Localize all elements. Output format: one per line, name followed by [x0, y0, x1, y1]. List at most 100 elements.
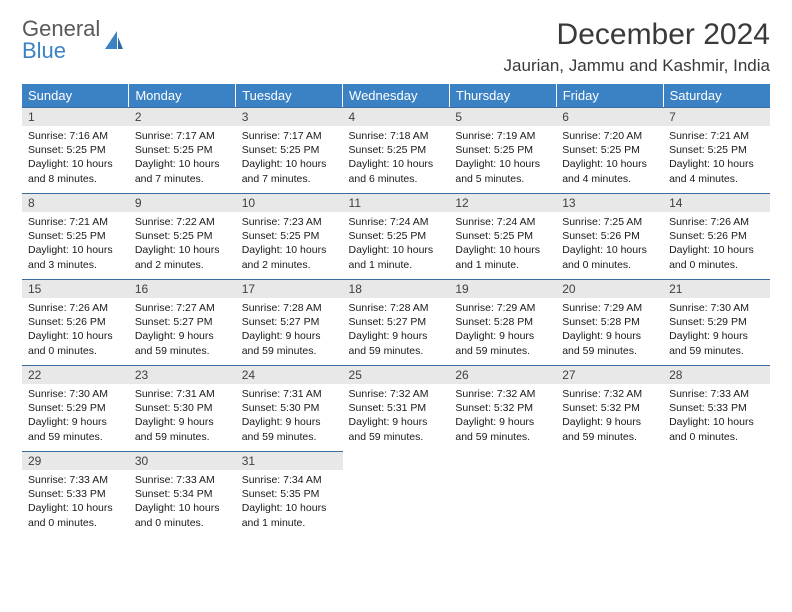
day-body: Sunrise: 7:26 AMSunset: 5:26 PMDaylight:… — [663, 212, 770, 276]
sunrise-line: Sunrise: 7:18 AM — [349, 129, 444, 143]
day-number: 5 — [449, 107, 556, 126]
daylight-line: Daylight: 9 hours and 59 minutes. — [455, 415, 550, 443]
sunrise-line: Sunrise: 7:19 AM — [455, 129, 550, 143]
day-body: Sunrise: 7:17 AMSunset: 5:25 PMDaylight:… — [236, 126, 343, 190]
weekday-header: Wednesday — [343, 84, 450, 107]
calendar-week-row: 22Sunrise: 7:30 AMSunset: 5:29 PMDayligh… — [22, 365, 770, 451]
daylight-line: Daylight: 9 hours and 59 minutes. — [28, 415, 123, 443]
daylight-line: Daylight: 10 hours and 2 minutes. — [242, 243, 337, 271]
weekday-header: Friday — [556, 84, 663, 107]
header: General Blue December 2024 Jaurian, Jamm… — [22, 18, 770, 76]
weekday-header-row: SundayMondayTuesdayWednesdayThursdayFrid… — [22, 84, 770, 107]
day-body: Sunrise: 7:33 AMSunset: 5:33 PMDaylight:… — [22, 470, 129, 534]
sunset-line: Sunset: 5:25 PM — [242, 229, 337, 243]
sunrise-line: Sunrise: 7:33 AM — [28, 473, 123, 487]
sunrise-line: Sunrise: 7:22 AM — [135, 215, 230, 229]
sunset-line: Sunset: 5:35 PM — [242, 487, 337, 501]
daylight-line: Daylight: 9 hours and 59 minutes. — [669, 329, 764, 357]
daylight-line: Daylight: 10 hours and 1 minute. — [349, 243, 444, 271]
sunset-line: Sunset: 5:25 PM — [455, 229, 550, 243]
day-number: 23 — [129, 365, 236, 384]
calendar-day-cell: 11Sunrise: 7:24 AMSunset: 5:25 PMDayligh… — [343, 193, 450, 279]
calendar-day-cell: 30Sunrise: 7:33 AMSunset: 5:34 PMDayligh… — [129, 451, 236, 537]
daylight-line: Daylight: 10 hours and 4 minutes. — [669, 157, 764, 185]
sunrise-line: Sunrise: 7:25 AM — [562, 215, 657, 229]
day-body: Sunrise: 7:30 AMSunset: 5:29 PMDaylight:… — [663, 298, 770, 362]
weekday-header: Thursday — [449, 84, 556, 107]
sunset-line: Sunset: 5:27 PM — [349, 315, 444, 329]
sunrise-line: Sunrise: 7:30 AM — [669, 301, 764, 315]
day-number: 27 — [556, 365, 663, 384]
calendar-empty-cell — [343, 451, 450, 537]
day-number: 18 — [343, 279, 450, 298]
day-number: 20 — [556, 279, 663, 298]
logo-sail-icon — [103, 29, 125, 51]
daylight-line: Daylight: 10 hours and 1 minute. — [455, 243, 550, 271]
day-body: Sunrise: 7:31 AMSunset: 5:30 PMDaylight:… — [236, 384, 343, 448]
sunrise-line: Sunrise: 7:31 AM — [242, 387, 337, 401]
daylight-line: Daylight: 10 hours and 0 minutes. — [28, 329, 123, 357]
daylight-line: Daylight: 10 hours and 0 minutes. — [669, 415, 764, 443]
daylight-line: Daylight: 9 hours and 59 minutes. — [242, 329, 337, 357]
day-number: 31 — [236, 451, 343, 470]
sunset-line: Sunset: 5:25 PM — [28, 229, 123, 243]
sunrise-line: Sunrise: 7:29 AM — [455, 301, 550, 315]
daylight-line: Daylight: 9 hours and 59 minutes. — [562, 415, 657, 443]
daylight-line: Daylight: 10 hours and 0 minutes. — [669, 243, 764, 271]
calendar-day-cell: 9Sunrise: 7:22 AMSunset: 5:25 PMDaylight… — [129, 193, 236, 279]
sunrise-line: Sunrise: 7:34 AM — [242, 473, 337, 487]
day-number: 6 — [556, 107, 663, 126]
calendar-empty-cell — [663, 451, 770, 537]
daylight-line: Daylight: 10 hours and 6 minutes. — [349, 157, 444, 185]
day-body: Sunrise: 7:34 AMSunset: 5:35 PMDaylight:… — [236, 470, 343, 534]
sunrise-line: Sunrise: 7:24 AM — [349, 215, 444, 229]
day-body: Sunrise: 7:16 AMSunset: 5:25 PMDaylight:… — [22, 126, 129, 190]
month-title: December 2024 — [504, 18, 770, 52]
daylight-line: Daylight: 10 hours and 2 minutes. — [135, 243, 230, 271]
sunset-line: Sunset: 5:32 PM — [455, 401, 550, 415]
sunrise-line: Sunrise: 7:21 AM — [28, 215, 123, 229]
sunset-line: Sunset: 5:25 PM — [28, 143, 123, 157]
calendar-week-row: 29Sunrise: 7:33 AMSunset: 5:33 PMDayligh… — [22, 451, 770, 537]
sunrise-line: Sunrise: 7:32 AM — [349, 387, 444, 401]
sunset-line: Sunset: 5:26 PM — [28, 315, 123, 329]
day-body: Sunrise: 7:29 AMSunset: 5:28 PMDaylight:… — [556, 298, 663, 362]
day-body: Sunrise: 7:29 AMSunset: 5:28 PMDaylight:… — [449, 298, 556, 362]
day-number: 4 — [343, 107, 450, 126]
calendar-day-cell: 21Sunrise: 7:30 AMSunset: 5:29 PMDayligh… — [663, 279, 770, 365]
day-body: Sunrise: 7:21 AMSunset: 5:25 PMDaylight:… — [663, 126, 770, 190]
day-body: Sunrise: 7:19 AMSunset: 5:25 PMDaylight:… — [449, 126, 556, 190]
day-number: 16 — [129, 279, 236, 298]
sunset-line: Sunset: 5:25 PM — [349, 229, 444, 243]
calendar-day-cell: 16Sunrise: 7:27 AMSunset: 5:27 PMDayligh… — [129, 279, 236, 365]
day-body: Sunrise: 7:26 AMSunset: 5:26 PMDaylight:… — [22, 298, 129, 362]
daylight-line: Daylight: 10 hours and 7 minutes. — [242, 157, 337, 185]
sunset-line: Sunset: 5:30 PM — [135, 401, 230, 415]
day-body: Sunrise: 7:33 AMSunset: 5:33 PMDaylight:… — [663, 384, 770, 448]
sunrise-line: Sunrise: 7:23 AM — [242, 215, 337, 229]
sunrise-line: Sunrise: 7:21 AM — [669, 129, 764, 143]
sunrise-line: Sunrise: 7:30 AM — [28, 387, 123, 401]
calendar-day-cell: 4Sunrise: 7:18 AMSunset: 5:25 PMDaylight… — [343, 107, 450, 193]
calendar-day-cell: 19Sunrise: 7:29 AMSunset: 5:28 PMDayligh… — [449, 279, 556, 365]
sunset-line: Sunset: 5:33 PM — [28, 487, 123, 501]
day-number: 10 — [236, 193, 343, 212]
day-number: 9 — [129, 193, 236, 212]
sunrise-line: Sunrise: 7:28 AM — [242, 301, 337, 315]
day-body: Sunrise: 7:31 AMSunset: 5:30 PMDaylight:… — [129, 384, 236, 448]
calendar-day-cell: 27Sunrise: 7:32 AMSunset: 5:32 PMDayligh… — [556, 365, 663, 451]
day-number: 25 — [343, 365, 450, 384]
calendar-day-cell: 12Sunrise: 7:24 AMSunset: 5:25 PMDayligh… — [449, 193, 556, 279]
sunset-line: Sunset: 5:32 PM — [562, 401, 657, 415]
sunset-line: Sunset: 5:33 PM — [669, 401, 764, 415]
day-body: Sunrise: 7:28 AMSunset: 5:27 PMDaylight:… — [236, 298, 343, 362]
day-number: 24 — [236, 365, 343, 384]
logo: General Blue — [22, 18, 125, 62]
sunset-line: Sunset: 5:28 PM — [455, 315, 550, 329]
sunrise-line: Sunrise: 7:16 AM — [28, 129, 123, 143]
day-body: Sunrise: 7:24 AMSunset: 5:25 PMDaylight:… — [449, 212, 556, 276]
sunrise-line: Sunrise: 7:32 AM — [455, 387, 550, 401]
weekday-header: Saturday — [663, 84, 770, 107]
sunset-line: Sunset: 5:34 PM — [135, 487, 230, 501]
day-number: 13 — [556, 193, 663, 212]
